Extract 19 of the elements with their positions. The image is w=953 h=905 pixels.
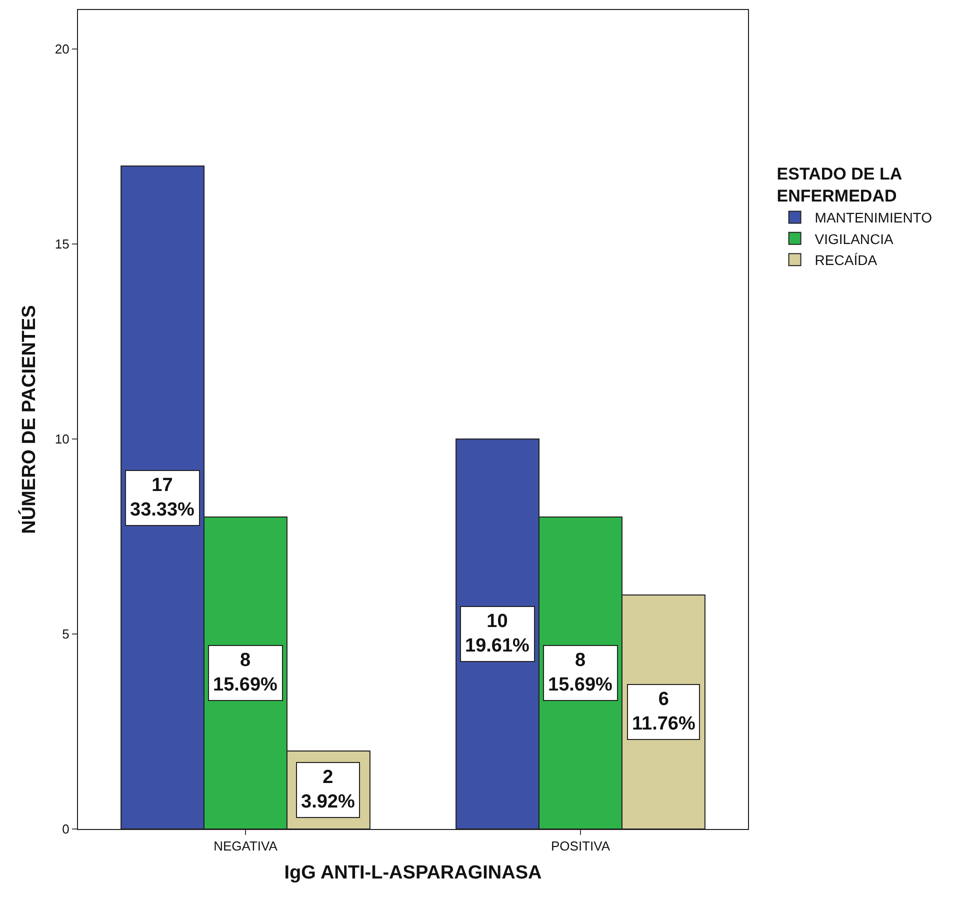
- data-label: 8 15.69%: [548, 650, 613, 696]
- x-tick-label: POSITIVA: [551, 838, 610, 854]
- legend-title: ESTADO DE LA ENFERMEDAD: [776, 164, 902, 206]
- data-label: 17 33.33%: [130, 475, 195, 521]
- x-tick-label: NEGATIVA: [214, 838, 278, 854]
- data-label: 8 15.69%: [213, 650, 278, 696]
- data-label: 2 3.92%: [301, 767, 355, 813]
- x-axis-title: IgG ANTI-L-ASPARAGINASA: [284, 862, 542, 884]
- y-tick-label: 10: [54, 432, 70, 447]
- legend-label: RECAÍDA: [814, 252, 878, 268]
- y-tick-label: 5: [62, 626, 70, 642]
- y-axis-title: NÚMERO DE PACIENTES: [18, 305, 40, 534]
- y-tick-label: 20: [54, 42, 70, 57]
- y-tick-label: 15: [54, 236, 70, 252]
- data-label: 10 19.61%: [465, 611, 530, 657]
- y-tick-label: 0: [62, 822, 70, 837]
- data-label: 6 11.76%: [632, 689, 696, 735]
- legend-label: MANTENIMIENTO: [814, 210, 932, 226]
- legend-label: VIGILANCIA: [814, 230, 894, 247]
